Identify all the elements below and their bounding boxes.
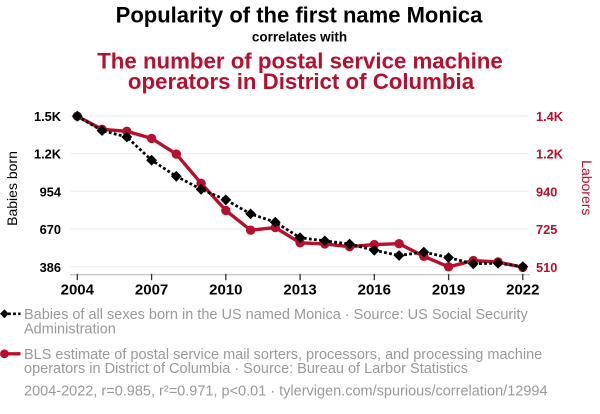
svg-text:2019: 2019 <box>432 282 465 299</box>
svg-text:386: 386 <box>40 260 61 275</box>
svg-text:670: 670 <box>40 222 61 237</box>
svg-text:Popularity of the first name M: Popularity of the first name Monica <box>116 3 483 28</box>
svg-text:BLS estimate of postal service: BLS estimate of postal service mail sort… <box>24 347 542 363</box>
svg-text:1.2K: 1.2K <box>536 147 564 162</box>
svg-text:1.2K: 1.2K <box>34 147 62 162</box>
svg-text:2007: 2007 <box>135 282 168 299</box>
svg-text:The number of postal service m: The number of postal service machine <box>97 49 503 74</box>
svg-text:2016: 2016 <box>358 282 391 299</box>
svg-text:725: 725 <box>536 222 557 237</box>
svg-text:Laborers: Laborers <box>579 160 595 215</box>
svg-text:Babies of all sexes born in th: Babies of all sexes born in the US named… <box>24 307 528 323</box>
svg-text:1.5K: 1.5K <box>34 109 62 124</box>
svg-text:2013: 2013 <box>283 282 316 299</box>
svg-text:1.4K: 1.4K <box>536 109 564 124</box>
svg-text:940: 940 <box>536 184 557 199</box>
svg-text:2004: 2004 <box>61 282 95 299</box>
svg-text:operators in District of Colum: operators in District of Columbia · Sour… <box>24 361 468 377</box>
svg-text:Administration: Administration <box>24 322 116 338</box>
svg-text:510: 510 <box>536 260 557 275</box>
svg-text:954: 954 <box>40 184 62 199</box>
svg-text:correlates with: correlates with <box>252 30 347 45</box>
svg-text:2004-2022, r=0.985, r²=0.971,: 2004-2022, r=0.985, r²=0.971, p<0.01 · t… <box>24 384 548 400</box>
svg-text:Babies born: Babies born <box>4 151 20 226</box>
svg-text:operators in District of Colum: operators in District of Columbia <box>128 69 475 94</box>
svg-text:2022: 2022 <box>506 282 539 299</box>
svg-text:2010: 2010 <box>209 282 242 299</box>
